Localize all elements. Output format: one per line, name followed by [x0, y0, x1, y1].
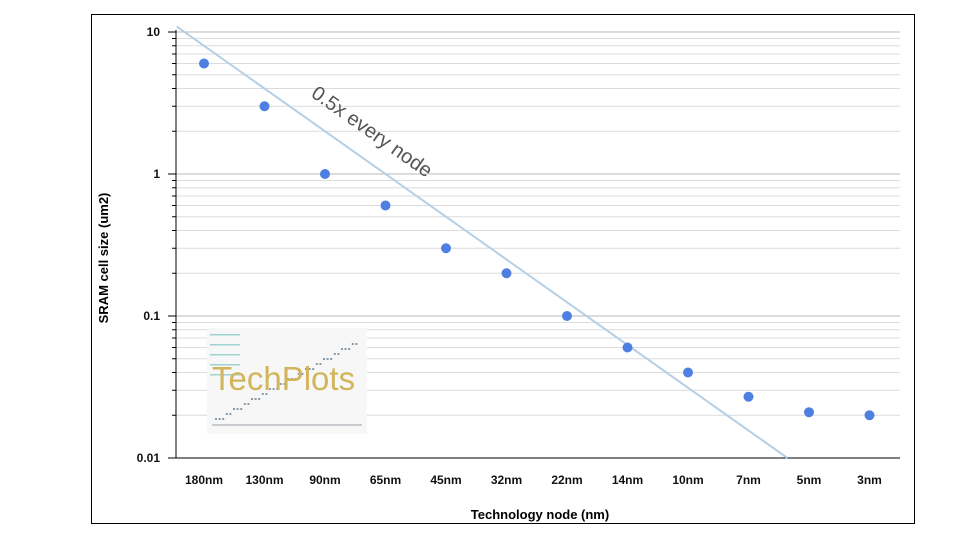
watermark-dot — [251, 398, 253, 400]
x-tick-label: 22nm — [551, 473, 582, 487]
watermark-dot — [243, 403, 246, 405]
watermark-dot — [287, 378, 289, 380]
data-point — [441, 243, 451, 254]
watermark-dot — [272, 388, 275, 390]
watermark-dot — [269, 388, 271, 390]
data-point — [199, 58, 209, 69]
watermark-dot — [344, 348, 347, 350]
watermark-dot — [351, 343, 354, 345]
watermark-dot — [254, 398, 257, 400]
axes — [175, 30, 900, 459]
y-tick-label: 10 — [147, 25, 161, 39]
watermark-dot — [305, 368, 307, 370]
x-tick-label: 10nm — [672, 473, 703, 487]
watermark-dot — [297, 373, 300, 375]
watermark-line — [210, 344, 240, 346]
watermark-dot — [301, 373, 304, 375]
watermark-mini-plot — [210, 334, 362, 426]
x-tick-label: 130nm — [245, 473, 283, 487]
x-tick-label: 5nm — [797, 473, 822, 487]
watermark-dot — [341, 348, 343, 350]
watermark-line — [210, 354, 240, 356]
data-point — [501, 268, 512, 279]
data-point — [562, 311, 572, 321]
x-tick-label: 65nm — [370, 473, 401, 487]
watermark-dot — [348, 348, 351, 350]
watermark-dot — [312, 368, 315, 370]
watermark-dot — [218, 418, 221, 420]
x-ticks: 180nm 130nm 90nm 65nm 45nm 32nm 22nm 14nm 10nm 7n… — [185, 473, 882, 487]
data-point — [743, 391, 754, 402]
watermark-dot — [225, 413, 228, 415]
x-tick-label: 14nm — [612, 473, 643, 487]
watermark-dot — [337, 353, 340, 355]
watermark-logo: TechPlots — [207, 328, 367, 434]
watermark-dot — [315, 363, 318, 365]
data-point — [804, 407, 814, 418]
watermark-dot — [229, 413, 232, 415]
watermark-dot — [326, 358, 329, 360]
y-axis-title: SRAM cell size (um2) — [96, 193, 111, 324]
x-tick-label: 3nm — [857, 473, 882, 487]
data-point — [320, 169, 330, 179]
watermark-dot — [261, 393, 264, 395]
watermark-dot — [258, 398, 261, 400]
data-points — [199, 58, 875, 421]
data-point — [864, 410, 875, 421]
x-tick-label: 180nm — [185, 473, 223, 487]
watermark-dot — [290, 378, 293, 380]
watermark-dot — [323, 358, 325, 360]
chart-frame — [91, 14, 915, 524]
data-point — [380, 200, 391, 211]
watermark-dot — [240, 408, 243, 410]
watermark-line — [210, 374, 240, 376]
x-tick-label: 45nm — [430, 473, 461, 487]
watermark-dot — [222, 418, 225, 420]
watermark-dot — [319, 363, 322, 365]
x-tick-label: 90nm — [309, 473, 340, 487]
watermark-dot — [279, 383, 282, 385]
watermark-background — [207, 328, 367, 434]
data-point — [259, 101, 270, 112]
trendline — [176, 25, 789, 459]
watermark-dot — [355, 343, 358, 345]
watermark-axis — [212, 424, 362, 426]
data-point — [622, 342, 633, 353]
watermark-dot — [215, 418, 217, 420]
watermark-line — [210, 334, 240, 336]
watermark-dot — [236, 408, 239, 410]
y-tick-label: 0.01 — [137, 451, 161, 465]
watermark-dot — [294, 378, 297, 380]
x-tick-label: 7nm — [736, 473, 761, 487]
watermark-dot — [233, 408, 235, 410]
x-axis-title: Technology node (nm) — [471, 507, 609, 522]
watermark-dot — [247, 403, 250, 405]
watermark-dot — [276, 388, 279, 390]
watermark-dot — [265, 393, 268, 395]
watermark-dot — [308, 368, 311, 370]
watermark-dot — [333, 353, 336, 355]
y-tick-label: 0.1 — [143, 309, 160, 323]
x-tick-label: 32nm — [491, 473, 522, 487]
y-tick-label: 1 — [153, 167, 160, 181]
watermark-line — [210, 364, 240, 366]
data-point — [683, 367, 693, 378]
watermark-dot — [283, 383, 286, 385]
watermark-text: TechPlots — [212, 360, 355, 397]
y-ticks: 10 1 0.1 0.01 — [137, 25, 176, 465]
watermark-dot — [330, 358, 333, 360]
